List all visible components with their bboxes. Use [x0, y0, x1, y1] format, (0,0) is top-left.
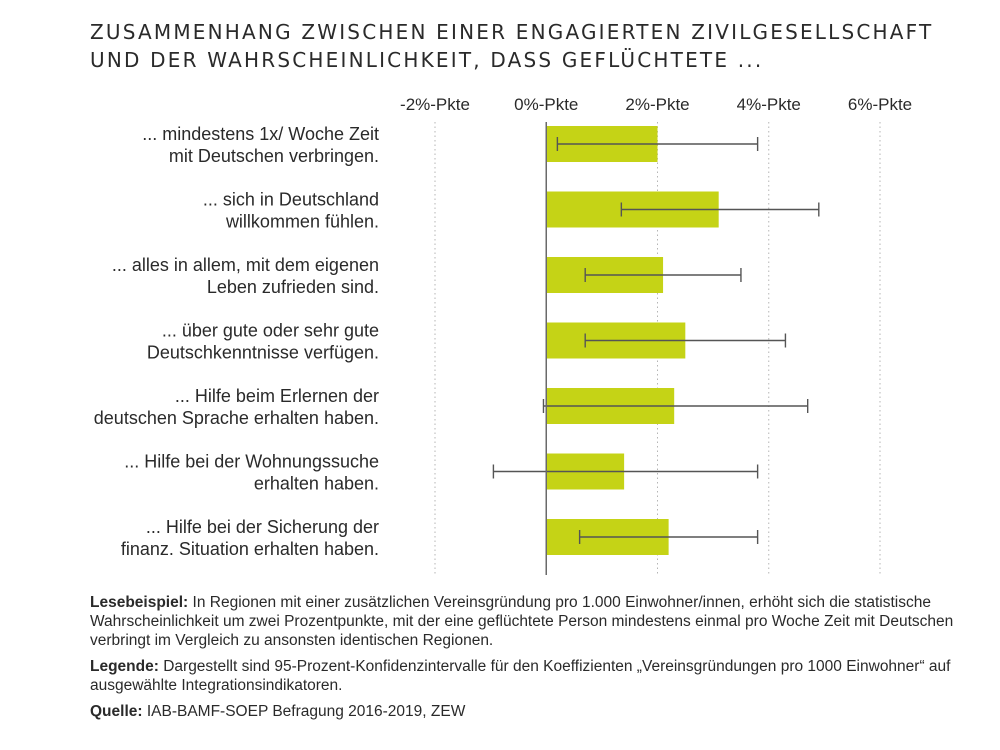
bar-chart: -2%-Pkte 0%-Pkte 2%-Pkte 4%-Pkte 6%-Pkte ... … — [94, 95, 912, 575]
category-label: ... sich in Deutschland — [203, 190, 379, 210]
category-label: Leben zufrieden sind. — [207, 277, 379, 297]
category-label: ... mindestens 1x/ Woche Zeit — [142, 124, 379, 144]
note-reading-example-label: Lesebeispiel: — [90, 594, 189, 611]
notes-section: Lesebeispiel: In Regionen mit einer zusä… — [90, 593, 970, 728]
chart-title: ZUSAMMENHANG ZWISCHEN EINER ENGAGIERTEN … — [90, 18, 970, 74]
category-label: willkommen fühlen. — [225, 212, 379, 232]
category-label: finanz. Situation erhalten haben. — [121, 539, 379, 559]
chart-title-line-2: UND DER WAHRSCHEINLICHKEIT, DASS GEFLÜCH… — [90, 48, 764, 72]
category-label: ... über gute oder sehr gute — [162, 321, 379, 341]
x-tick-label: 4%-Pkte — [737, 95, 801, 114]
x-tick-label: -2%-Pkte — [400, 95, 470, 114]
category-label: ... alles in allem, mit dem eigenen — [112, 255, 379, 275]
x-tick-label: 2%-Pkte — [625, 95, 689, 114]
note-source: Quelle: IAB-BAMF-SOEP Befragung 2016-201… — [90, 702, 970, 721]
category-label: mit Deutschen verbringen. — [169, 146, 379, 166]
note-legend-label: Legende: — [90, 658, 159, 675]
note-reading-example-text: In Regionen mit einer zusätzlichen Verei… — [90, 594, 954, 649]
note-reading-example: Lesebeispiel: In Regionen mit einer zusä… — [90, 593, 970, 650]
x-tick-label: 0%-Pkte — [514, 95, 578, 114]
category-label: Deutschkenntnisse verfügen. — [147, 343, 379, 363]
note-source-text: IAB-BAMF-SOEP Befragung 2016-2019, ZEW — [142, 703, 466, 720]
note-legend: Legende: Dargestellt sind 95-Prozent-Kon… — [90, 657, 970, 695]
category-label: deutschen Sprache erhalten haben. — [94, 408, 379, 428]
category-label: ... Hilfe beim Erlernen der — [175, 386, 379, 406]
chart-title-line-1: ZUSAMMENHANG ZWISCHEN EINER ENGAGIERTEN … — [90, 20, 934, 44]
category-label: erhalten haben. — [254, 474, 379, 494]
note-source-label: Quelle: — [90, 703, 143, 720]
category-label: ... Hilfe bei der Sicherung der — [146, 517, 379, 537]
x-tick-label: 6%-Pkte — [848, 95, 912, 114]
category-label: ... Hilfe bei der Wohnungssuche — [124, 452, 379, 472]
note-legend-text: Dargestellt sind 95-Prozent-Konfidenzint… — [90, 658, 951, 694]
